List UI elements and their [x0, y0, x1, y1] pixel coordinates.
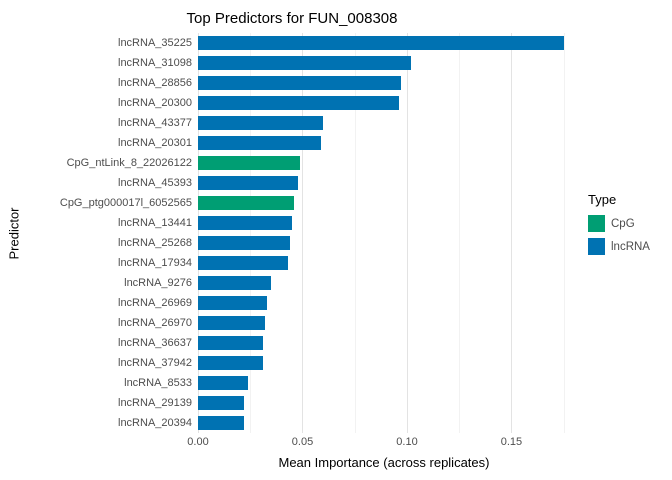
y-tick-label: CpG_ptg000017l_6052565 — [59, 197, 192, 209]
legend-title: Type — [588, 192, 617, 207]
y-axis-tick-labels: lncRNA_35225 lncRNA_31098 lncRNA_28856 lncR… — [0, 33, 192, 433]
x-axis-title: Mean Importance (across replicates) — [278, 455, 490, 470]
x-tick-label: 0.10 — [396, 436, 418, 448]
bar-lncRNA_31098 — [198, 56, 412, 70]
gridline-major — [406, 33, 408, 433]
y-tick-label: CpG_ntLink_8_22026122 — [66, 157, 192, 169]
bar-lncRNA_29139 — [198, 396, 244, 410]
bar-lncRNA_20300 — [198, 96, 399, 110]
y-tick-label: lncRNA_36637 — [118, 337, 192, 349]
gridline-minor — [250, 33, 252, 433]
y-tick-label: lncRNA_20300 — [118, 97, 192, 109]
legend-key-swatch — [588, 215, 605, 232]
legend-label: CpG — [611, 217, 635, 230]
y-tick-label: lncRNA_26970 — [118, 317, 192, 329]
y-tick-label: lncRNA_35225 — [118, 37, 192, 49]
y-tick-label: lncRNA_13441 — [118, 217, 192, 229]
y-tick-label: lncRNA_20301 — [118, 137, 192, 149]
legend-entry-lncRNA: lncRNA — [588, 238, 670, 255]
gridline-major — [511, 33, 513, 433]
bar-CpG_ntLink_8_22026122 — [198, 156, 301, 170]
y-tick-label: lncRNA_25268 — [118, 237, 192, 249]
gridline-minor — [563, 33, 565, 433]
legend-label: lncRNA — [611, 240, 650, 253]
y-tick-label: lncRNA_31098 — [118, 57, 192, 69]
y-tick-label: lncRNA_9276 — [124, 277, 192, 289]
bar-lncRNA_26970 — [198, 316, 265, 330]
y-tick-label: lncRNA_17934 — [118, 257, 192, 269]
y-tick-label: lncRNA_29139 — [118, 397, 192, 409]
y-tick-label: lncRNA_8533 — [124, 377, 192, 389]
bar-lncRNA_20301 — [198, 136, 322, 150]
gridline-major — [302, 33, 304, 433]
y-tick-label: lncRNA_45393 — [118, 177, 192, 189]
bar-lncRNA_26969 — [198, 296, 267, 310]
bar-lncRNA_20394 — [198, 416, 244, 430]
y-tick-label: lncRNA_26969 — [118, 297, 192, 309]
legend: Type CpG lncRNA — [588, 192, 670, 261]
bar-lncRNA_35225 — [198, 36, 564, 50]
y-tick-label: lncRNA_37942 — [118, 357, 192, 369]
legend-entries: CpG lncRNA — [588, 215, 670, 255]
bar-lncRNA_13441 — [198, 216, 293, 230]
y-tick-label: lncRNA_43377 — [118, 117, 192, 129]
gridline-minor — [354, 33, 356, 433]
plot-panel — [198, 33, 570, 433]
legend-entry-CpG: CpG — [588, 215, 670, 232]
bar-lncRNA_43377 — [198, 116, 324, 130]
x-tick-label: 0.15 — [500, 436, 523, 448]
bar-lncRNA_25268 — [198, 236, 290, 250]
y-tick-label: lncRNA_20394 — [118, 417, 192, 429]
chart-title: Top Predictors for FUN_008308 — [186, 10, 398, 27]
legend-key-swatch — [588, 238, 605, 255]
bar-lncRNA_45393 — [198, 176, 299, 190]
bar-lncRNA_17934 — [198, 256, 288, 270]
bar-lncRNA_36637 — [198, 336, 263, 350]
bar-CpG_ptg000017l_6052565 — [198, 196, 295, 210]
x-tick-label: 0.00 — [187, 436, 209, 448]
gridline-minor — [459, 33, 461, 433]
gridline-major — [198, 33, 199, 433]
bar-lncRNA_28856 — [198, 76, 401, 90]
y-tick-label: lncRNA_28856 — [118, 77, 192, 89]
x-tick-label: 0.05 — [291, 436, 314, 448]
bar-lncRNA_9276 — [198, 276, 272, 290]
bar-lncRNA_37942 — [198, 356, 263, 370]
x-axis-tick-labels: 0.00 0.05 0.10 0.15 — [187, 436, 570, 450]
bar-lncRNA_8533 — [198, 376, 249, 390]
